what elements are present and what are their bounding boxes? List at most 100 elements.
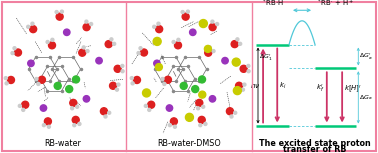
Circle shape xyxy=(110,38,113,41)
Circle shape xyxy=(157,22,160,25)
Circle shape xyxy=(222,58,228,64)
Circle shape xyxy=(164,76,171,83)
Circle shape xyxy=(70,99,77,106)
Circle shape xyxy=(4,77,7,80)
Circle shape xyxy=(161,78,164,80)
Circle shape xyxy=(29,26,37,33)
Circle shape xyxy=(117,83,120,86)
Circle shape xyxy=(73,124,76,127)
Bar xyxy=(130,6,250,137)
Circle shape xyxy=(5,82,8,85)
Circle shape xyxy=(204,122,207,125)
Circle shape xyxy=(148,108,151,111)
Circle shape xyxy=(85,20,88,23)
Circle shape xyxy=(82,46,85,49)
Circle shape xyxy=(115,88,118,91)
Circle shape xyxy=(199,20,207,28)
Circle shape xyxy=(198,76,206,83)
Circle shape xyxy=(154,60,160,67)
Circle shape xyxy=(231,41,238,48)
Circle shape xyxy=(243,83,246,86)
Circle shape xyxy=(196,99,203,106)
Circle shape xyxy=(105,41,112,48)
Circle shape xyxy=(182,13,189,20)
Circle shape xyxy=(226,108,234,115)
Circle shape xyxy=(8,76,14,84)
Circle shape xyxy=(60,10,64,13)
Circle shape xyxy=(114,65,121,72)
Circle shape xyxy=(215,22,218,26)
Circle shape xyxy=(155,63,163,71)
Circle shape xyxy=(169,124,171,127)
Circle shape xyxy=(175,42,181,49)
Circle shape xyxy=(46,41,49,43)
Bar xyxy=(4,6,124,137)
Circle shape xyxy=(144,104,147,107)
Circle shape xyxy=(44,118,51,125)
Text: The excited state proton: The excited state proton xyxy=(259,138,371,147)
Circle shape xyxy=(240,65,247,72)
Circle shape xyxy=(22,108,25,111)
Circle shape xyxy=(163,82,166,85)
Circle shape xyxy=(104,115,107,118)
Text: $^*$RB·H: $^*$RB·H xyxy=(261,0,284,9)
Circle shape xyxy=(208,46,211,49)
Circle shape xyxy=(236,38,239,41)
Circle shape xyxy=(211,20,214,23)
Circle shape xyxy=(209,24,216,31)
Circle shape xyxy=(192,86,199,93)
Circle shape xyxy=(18,104,21,107)
Circle shape xyxy=(137,52,140,55)
Circle shape xyxy=(73,76,79,83)
Text: $\Delta G_a'$: $\Delta G_a'$ xyxy=(359,51,373,62)
Circle shape xyxy=(66,86,73,93)
Circle shape xyxy=(197,107,200,110)
Circle shape xyxy=(42,124,45,127)
Circle shape xyxy=(247,70,250,73)
Circle shape xyxy=(121,64,124,67)
Circle shape xyxy=(232,58,240,66)
Circle shape xyxy=(190,29,196,35)
Text: RB-water: RB-water xyxy=(45,140,81,149)
Circle shape xyxy=(83,96,90,102)
Circle shape xyxy=(13,47,16,50)
Circle shape xyxy=(202,105,205,108)
Circle shape xyxy=(174,125,177,128)
Circle shape xyxy=(78,122,81,125)
Circle shape xyxy=(47,125,50,128)
Circle shape xyxy=(54,82,61,89)
Text: $h\nu$: $h\nu$ xyxy=(250,81,260,90)
Text: $k[H]'$: $k[H]'$ xyxy=(344,84,362,95)
Circle shape xyxy=(35,78,38,80)
Text: RB-water-DMSO: RB-water-DMSO xyxy=(157,140,221,149)
Text: transfer of RB: transfer of RB xyxy=(283,144,347,153)
Circle shape xyxy=(143,89,150,97)
Circle shape xyxy=(199,91,206,98)
Circle shape xyxy=(153,37,161,45)
Circle shape xyxy=(28,60,34,67)
Circle shape xyxy=(133,76,141,84)
FancyBboxPatch shape xyxy=(2,2,376,151)
Circle shape xyxy=(11,52,14,55)
Circle shape xyxy=(40,105,46,111)
Circle shape xyxy=(170,118,177,125)
Circle shape xyxy=(141,49,147,56)
Circle shape xyxy=(239,42,242,45)
Circle shape xyxy=(79,49,86,56)
Circle shape xyxy=(148,101,155,108)
Text: $\Delta G_a$: $\Delta G_a$ xyxy=(359,93,373,102)
Circle shape xyxy=(71,107,74,110)
Circle shape xyxy=(131,82,134,85)
Circle shape xyxy=(198,116,205,123)
Circle shape xyxy=(230,115,233,118)
Circle shape xyxy=(96,58,102,64)
Circle shape xyxy=(166,105,173,111)
Circle shape xyxy=(83,24,90,31)
Text: $k_f'$: $k_f'$ xyxy=(316,83,325,95)
Circle shape xyxy=(90,22,93,26)
Circle shape xyxy=(76,105,79,108)
Circle shape xyxy=(56,13,63,20)
Circle shape xyxy=(31,22,34,25)
Circle shape xyxy=(235,82,243,89)
Circle shape xyxy=(172,41,175,43)
